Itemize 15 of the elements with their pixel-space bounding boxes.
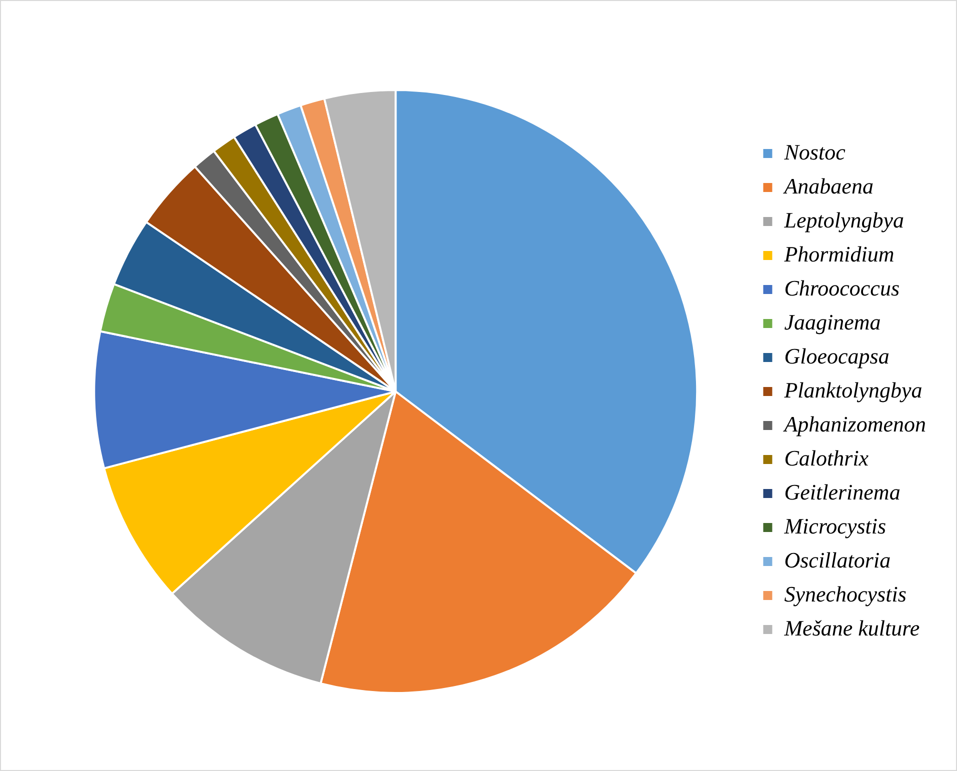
legend-label: Synechocystis xyxy=(784,581,906,606)
legend-label: Leptolyngbya xyxy=(783,207,904,232)
legend-label: Microcystis xyxy=(783,513,886,538)
legend-label: Jaaginema xyxy=(784,309,881,334)
legend-label: Oscillatoria xyxy=(784,547,891,572)
legend-label: Geitlerinema xyxy=(784,479,900,504)
legend-label: Aphanizomenon xyxy=(782,411,926,436)
legend-label: Nostoc xyxy=(783,139,846,164)
legend-label: Phormidium xyxy=(783,241,894,266)
legend-label: Mešane kulture xyxy=(783,615,920,640)
legend-label: Gloeocapsa xyxy=(784,343,890,368)
legend-label: Calothrix xyxy=(784,445,869,470)
legend-label: Planktolyngbya xyxy=(783,377,922,402)
legend-label: Anabaena xyxy=(782,173,874,198)
legend-label: Chroococcus xyxy=(784,275,900,300)
